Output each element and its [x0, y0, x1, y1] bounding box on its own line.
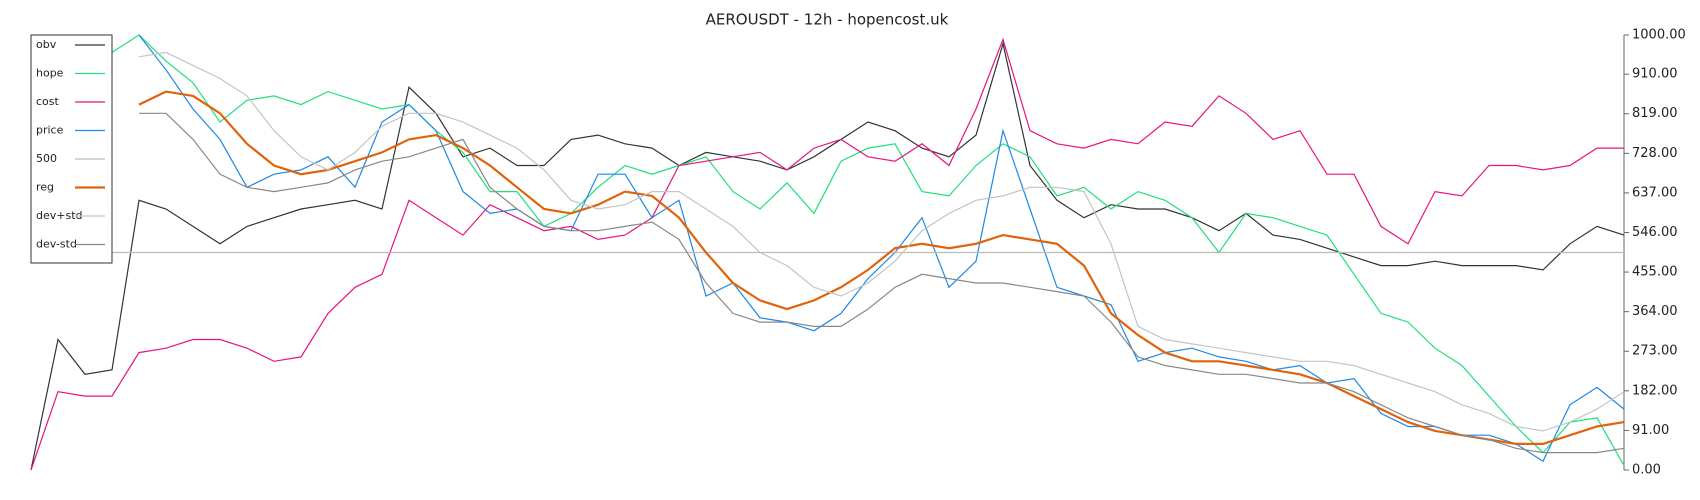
legend-label: dev-std — [36, 238, 77, 251]
y-tick-label: 637.00 — [1632, 185, 1678, 200]
series-line — [138, 34, 1625, 463]
legend-label: hope — [36, 67, 64, 80]
chart-title: AEROUSDT - 12h - hopencost.uk — [706, 11, 949, 29]
legend: obv hope cost price 500 reg dev+std dev-std — [30, 34, 113, 264]
y-tick-label: 1000.00 — [1632, 28, 1686, 43]
legend-label: obv — [36, 38, 57, 51]
y-tick-label: 910.00 — [1632, 67, 1678, 82]
legend-label: dev+std — [36, 209, 83, 222]
y-tick-label: 91.00 — [1632, 423, 1669, 438]
y-tick-label: 273.00 — [1632, 344, 1678, 359]
y-tick-label: 182.00 — [1632, 383, 1678, 398]
legend-label: 500 — [36, 152, 57, 165]
series-line — [30, 37, 1624, 471]
legend-label: cost — [36, 95, 60, 108]
y-tick-label: 546.00 — [1632, 225, 1678, 240]
legend-label: price — [36, 124, 64, 137]
series-line — [139, 112, 1625, 454]
y-tick-label: 728.00 — [1632, 146, 1678, 161]
series-line — [111, 34, 1625, 466]
y-tick-label: 364.00 — [1632, 304, 1678, 319]
y-tick-label: 819.00 — [1632, 106, 1678, 121]
y-tick-label: 455.00 — [1632, 265, 1678, 280]
series-line — [138, 51, 1625, 432]
series-line — [30, 41, 1625, 471]
legend-label: reg — [36, 181, 54, 194]
y-tick-label: 0.00 — [1632, 463, 1661, 478]
series-line — [138, 90, 1625, 445]
